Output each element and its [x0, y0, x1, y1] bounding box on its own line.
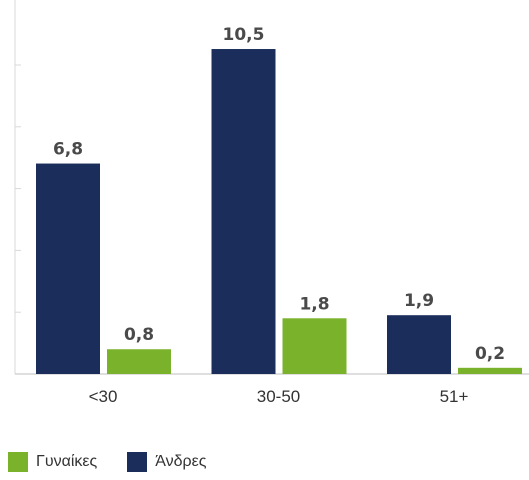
legend: Γυναίκες Άνδρες [8, 452, 236, 472]
bars-group [36, 49, 522, 375]
x-tick-labels: <30 30-50 51+ [89, 387, 469, 406]
value-label: 1,8 [299, 294, 329, 314]
value-label: 0,8 [124, 325, 154, 345]
legend-item-women: Γυναίκες [8, 452, 97, 472]
legend-swatch-men [127, 452, 148, 472]
value-label: 10,5 [223, 25, 265, 45]
legend-swatch-women [8, 452, 28, 472]
bar-women-1 [282, 318, 347, 374]
value-labels: 6,8 0,8 10,5 1,8 1,9 0,2 [53, 25, 505, 364]
legend-label-women: Γυναίκες [36, 453, 98, 470]
bar-women-2 [458, 367, 522, 374]
legend-label-men: Άνδρες [155, 453, 207, 470]
y-axis-ticks [15, 64, 21, 313]
value-label: 1,9 [404, 291, 434, 311]
legend-item-men: Άνδρες [127, 452, 206, 472]
x-tick-label: <30 [89, 387, 118, 406]
bar-men-2 [387, 315, 451, 374]
value-label: 6,8 [53, 140, 83, 160]
x-tick-label: 51+ [440, 387, 469, 406]
value-label: 0,2 [475, 344, 505, 364]
bar-men-0 [36, 163, 100, 374]
bar-men-1 [211, 49, 276, 375]
bar-women-0 [107, 349, 171, 374]
x-tick-label: 30-50 [257, 387, 300, 406]
